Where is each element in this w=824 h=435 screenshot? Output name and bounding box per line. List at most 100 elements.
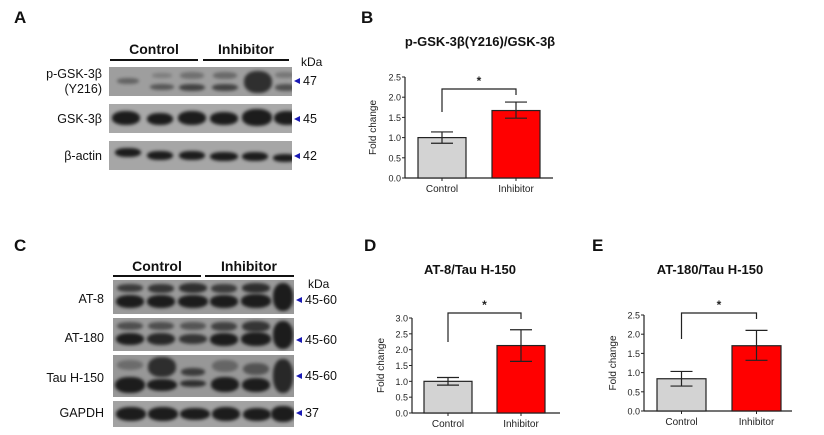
band <box>243 363 269 375</box>
mw-marker-45-60: 45-60 <box>296 333 337 347</box>
row-label-gapdh: GAPDH <box>59 406 104 420</box>
group-label-control: Control <box>132 258 182 274</box>
group-line-control <box>113 275 201 277</box>
mw-marker-45-60: 45-60 <box>296 293 337 307</box>
panel-letter-a: A <box>14 8 27 27</box>
y-tick-label: 0.5 <box>388 153 401 163</box>
group-label-control: Control <box>129 41 179 57</box>
mw-value: 45-60 <box>305 293 337 307</box>
arrow-left-icon <box>296 297 302 303</box>
y-tick-label: 1.0 <box>627 368 640 378</box>
y-tick-label: 0.0 <box>627 407 640 417</box>
panel-letter-b: B <box>361 8 374 27</box>
band <box>115 377 145 393</box>
band <box>242 321 270 332</box>
band <box>147 151 173 160</box>
band <box>212 84 238 91</box>
mw-value: 37 <box>305 406 319 420</box>
mw-marker-37: 37 <box>296 406 319 420</box>
band <box>147 333 175 345</box>
bar-control <box>423 380 473 414</box>
band <box>180 322 206 330</box>
band <box>244 71 272 93</box>
x-tick-label: Control <box>665 417 697 428</box>
y-axis-label: Fold change <box>376 338 387 393</box>
band <box>152 73 172 78</box>
y-tick-label: 2.5 <box>388 73 401 83</box>
chart-title-d: AT-8/Tau H-150 <box>424 262 516 277</box>
row-label-p-gsk3b: p-GSK-3β (Y216) <box>4 67 102 97</box>
significance-star: * <box>482 300 487 312</box>
band <box>148 284 174 293</box>
row-label-line1: p-GSK-3β <box>46 67 102 81</box>
significance-bracket <box>447 312 522 342</box>
band <box>112 111 140 125</box>
arrow-left-icon <box>294 78 300 84</box>
band <box>116 333 144 345</box>
band <box>274 111 292 125</box>
band <box>273 359 293 393</box>
band <box>273 283 293 311</box>
mw-value: 47 <box>303 74 317 88</box>
arrow-left-icon <box>294 116 300 122</box>
row-label-at8: AT-8 <box>78 292 104 306</box>
x-tick-label: Control <box>426 184 458 195</box>
y-tick-label: 2.5 <box>627 311 640 321</box>
band <box>148 407 178 421</box>
row-label-at180: AT-180 <box>64 331 104 345</box>
significance-bracket <box>441 88 517 112</box>
x-tick-label: Inhibitor <box>503 419 539 430</box>
mw-marker-45-60: 45-60 <box>296 369 337 383</box>
mw-marker-42: 42 <box>294 149 317 163</box>
band <box>147 379 177 391</box>
significance-bracket <box>680 312 758 339</box>
group-label-inhibitor: Inhibitor <box>221 258 277 274</box>
band <box>148 357 176 377</box>
y-tick-label: 0.5 <box>627 387 640 397</box>
arrow-left-icon <box>296 410 302 416</box>
mw-value: 42 <box>303 149 317 163</box>
y-tick-label: 0.0 <box>388 174 401 184</box>
arrow-left-icon <box>294 153 300 159</box>
band <box>210 112 238 125</box>
y-tick-label: 2.0 <box>395 345 408 355</box>
band <box>210 152 238 161</box>
arrow-left-icon <box>296 337 302 343</box>
bar-chart-b: 0.0 0.5 1.0 1.5 2.0 2.5 Fold change Control Inhi… <box>368 73 553 195</box>
band <box>275 72 292 78</box>
significance-star: * <box>477 74 482 88</box>
band <box>241 294 271 308</box>
band <box>115 148 141 157</box>
band <box>116 295 144 308</box>
y-tick-label: 2.0 <box>388 93 401 103</box>
y-tick-label: 0.5 <box>395 393 408 403</box>
band <box>147 113 173 125</box>
band <box>212 360 238 372</box>
band <box>241 332 271 346</box>
significance-star: * <box>717 300 722 312</box>
band <box>180 380 206 387</box>
x-tick-label: Inhibitor <box>739 417 775 428</box>
x-tick-label: Inhibitor <box>498 184 534 195</box>
blot-at8 <box>113 280 294 314</box>
group-line-inhibitor <box>203 59 289 61</box>
bar-inhibitor <box>491 109 541 179</box>
band <box>211 284 237 293</box>
band <box>242 378 270 392</box>
band <box>211 377 239 392</box>
band <box>178 295 208 308</box>
y-tick-label: 2.0 <box>627 330 640 340</box>
band <box>179 334 207 344</box>
row-label-line2: (Y216) <box>64 82 102 96</box>
band <box>271 406 294 422</box>
kda-label: kDa <box>301 55 323 69</box>
blot-gapdh <box>113 401 294 427</box>
band <box>117 78 139 84</box>
y-axis-label: Fold change <box>368 100 379 155</box>
band <box>213 72 237 79</box>
band <box>243 408 271 421</box>
band <box>242 109 272 126</box>
band <box>180 408 210 420</box>
band <box>210 295 238 308</box>
band <box>148 322 174 330</box>
